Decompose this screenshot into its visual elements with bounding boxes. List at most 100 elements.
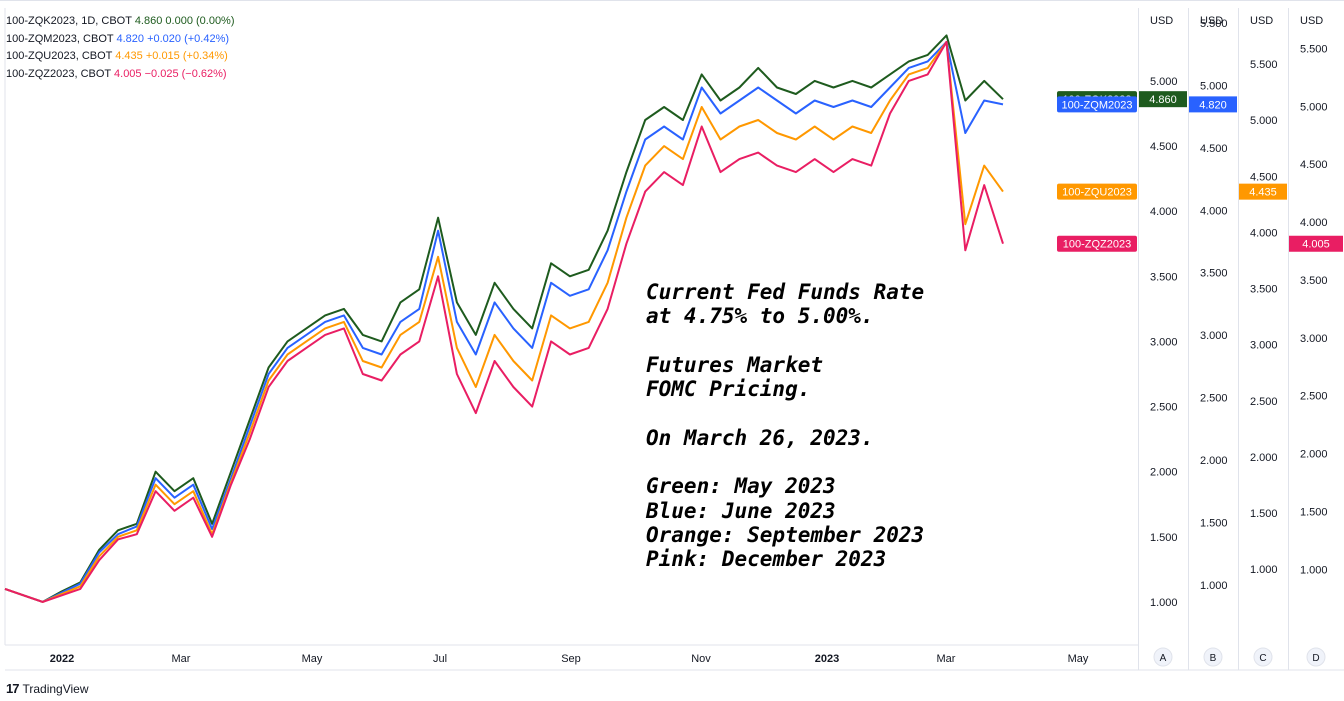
price-axis-tick-label: 5.000 [1150, 76, 1178, 88]
plot-area [5, 8, 1138, 645]
price-axis-b[interactable]: USD 1.000 1.500 2.000 2.500 3.000 3.500 4.000 4.… [1200, 15, 1228, 667]
legend-change: −0.025 (−0.62%) [144, 67, 227, 80]
annotation-line: On March 26, 2023. [646, 425, 874, 450]
price-axis-d[interactable]: USD 1.000 1.500 2.000 2.500 3.000 3.500 4.000 4.… [1300, 15, 1328, 667]
time-axis-label: 2022 [50, 653, 74, 665]
price-axis-c[interactable]: USD 1.000 1.500 2.000 2.500 3.000 3.500 4.000 4.… [1250, 15, 1278, 667]
time-axis-label: Mar [172, 653, 191, 665]
annotation-line: Green: May 2023 [646, 474, 836, 499]
annotation-line [646, 329, 924, 353]
legend-row-zqm[interactable]: 100-ZQM2023, CBOT 4.820 +0.020 (+0.42%) [6, 31, 235, 49]
price-axis-tick-label: 2.000 [1200, 455, 1228, 467]
time-axis-label: 2023 [815, 653, 839, 665]
legend-last-value: 4.005 [114, 67, 142, 80]
price-value-badge [1189, 96, 1237, 113]
price-axis-a[interactable]: USD 1.000 1.500 2.000 2.500 3.000 3.500 4.000 4.… [1150, 15, 1178, 667]
annotation-line: Pink: December 2023 [646, 547, 887, 572]
price-axis-tick-label: 1.500 [1200, 517, 1228, 529]
legend-series-name: 100-ZQU2023, CBOT [6, 50, 113, 62]
legend-series-name: 100-ZQM2023, CBOT [6, 32, 114, 45]
legend-last-value: 4.820 [116, 32, 144, 45]
annotation-line: FOMC Pricing. [646, 377, 811, 402]
price-axis-tick-label: 2.000 [1250, 452, 1278, 464]
series-line-100-zqm2023 [4, 40, 1004, 603]
series-name-badge-label: 100-ZQU2023 [1062, 187, 1132, 199]
price-axis-currency: USD [1150, 15, 1173, 27]
legend-row-zqk[interactable]: 100-ZQK2023, 1D, CBOT 4.860 0.000 (0.00%… [6, 13, 235, 31]
legend-last-value: 4.860 [134, 15, 163, 27]
legend-change: 0.000 (0.00%) [165, 15, 235, 27]
price-axis-tick-label: 5.000 [1300, 101, 1328, 113]
price-axis-currency: USD [1200, 15, 1223, 27]
legend-change: +0.015 (+0.34%) [145, 50, 228, 62]
price-axis-tick-label: 4.500 [1300, 159, 1328, 171]
series-name-badge [1057, 235, 1137, 252]
legend-last-value: 4.435 [115, 50, 143, 62]
price-axis-tick-label: 5.000 [1200, 80, 1228, 92]
legend-series-name: 100-ZQZ2023, CBOT [6, 67, 111, 80]
price-axis-tick-label: 1.500 [1150, 532, 1178, 544]
series-name-badge-label: 100-ZQM2023 [1062, 99, 1133, 111]
legend-row-zqu[interactable]: 100-ZQU2023, CBOT 4.435 +0.015 (+0.34%) [6, 48, 235, 66]
price-value-badge [1139, 91, 1187, 108]
scale-button [1203, 647, 1223, 667]
chart-annotation-text[interactable]: Current Fed Funds Rate at 4.75% to 5.00%… [646, 280, 924, 572]
tradingview-logo-icon: 17 [6, 681, 20, 696]
price-axis-tick-label: 5.500 [1300, 44, 1328, 56]
annotation-line [646, 450, 924, 474]
legend-change: +0.020 (+0.42%) [147, 32, 230, 45]
price-axis-tick-label: 4.500 [1200, 143, 1228, 155]
time-axis-label: Jul [433, 653, 447, 665]
price-axis-tick-label: 3.500 [1150, 271, 1178, 283]
price-axis-tick-label: 3.000 [1300, 333, 1328, 345]
price-value-badge [1239, 183, 1287, 200]
time-axis-label: Nov [691, 653, 711, 665]
time-axis-label: May [302, 653, 323, 665]
price-axis-currency: USD [1300, 15, 1323, 27]
scale-button [1306, 647, 1326, 667]
price-axis-tick-label: 2.500 [1150, 402, 1178, 414]
series-name-badge [1057, 96, 1137, 113]
price-axis-tick-label: 1.000 [1150, 597, 1178, 609]
price-axis-tick-label: 2.500 [1250, 396, 1278, 408]
scale-button-label: D [1312, 653, 1319, 664]
price-value-badge [1289, 235, 1343, 252]
scale-button-label: A [1160, 653, 1167, 664]
price-axis-tick-label: 4.000 [1300, 217, 1328, 229]
legend-row-zqz[interactable]: 100-ZQZ2023, CBOT 4.005 −0.025 (−0.62%) [6, 66, 235, 84]
price-axis-tick-label: 2.500 [1200, 393, 1228, 405]
price-value-badge-label: 4.820 [1199, 99, 1227, 111]
time-axis-label: Sep [561, 653, 581, 665]
price-axis-tick-label: 5.500 [1250, 59, 1278, 71]
series-name-badge-label: 100-ZQZ2023 [1063, 239, 1131, 251]
price-value-badge-label: 4.005 [1302, 239, 1330, 251]
time-axis-label: May [1068, 653, 1089, 665]
scale-button [1153, 647, 1173, 667]
series-name-badge [1057, 183, 1137, 200]
annotation-line: Futures Market [646, 352, 824, 377]
chart-legend: 100-ZQK2023, 1D, CBOT 4.860 0.000 (0.00%… [6, 13, 235, 83]
price-axis-tick-label: 3.500 [1200, 268, 1228, 280]
scale-button-label: C [1259, 653, 1266, 664]
price-axis-tick-label: 4.000 [1200, 205, 1228, 217]
price-axis-tick-label: 1.000 [1300, 564, 1328, 576]
annotation-line: at 4.75% to 5.00%. [646, 304, 874, 329]
price-axis-tick-label: 1.500 [1300, 506, 1328, 518]
price-axis-currency: USD [1250, 15, 1273, 27]
price-axis-tick-label: 3.500 [1250, 284, 1278, 296]
price-axis-tick-label: 5.500 [1200, 18, 1228, 30]
price-axis-tick-label: 1.500 [1250, 508, 1278, 520]
price-axis-tick-label: 3.000 [1200, 330, 1228, 342]
price-axis-tick-label: 4.500 [1250, 171, 1278, 183]
annotation-line: Current Fed Funds Rate [646, 280, 925, 304]
price-axis-tick-label: 3.000 [1250, 340, 1278, 352]
price-axis-tick-label: 2.500 [1300, 391, 1328, 403]
price-value-badge-label: 4.860 [1149, 94, 1177, 106]
scale-button [1253, 647, 1273, 667]
price-axis-tick-label: 1.000 [1200, 580, 1228, 592]
series-line-100-zqk2023 [4, 34, 1004, 603]
tradingview-brand[interactable]: 17 TradingView [6, 681, 89, 696]
scale-button-label: B [1210, 653, 1217, 664]
brand-name: TradingView [22, 681, 89, 696]
